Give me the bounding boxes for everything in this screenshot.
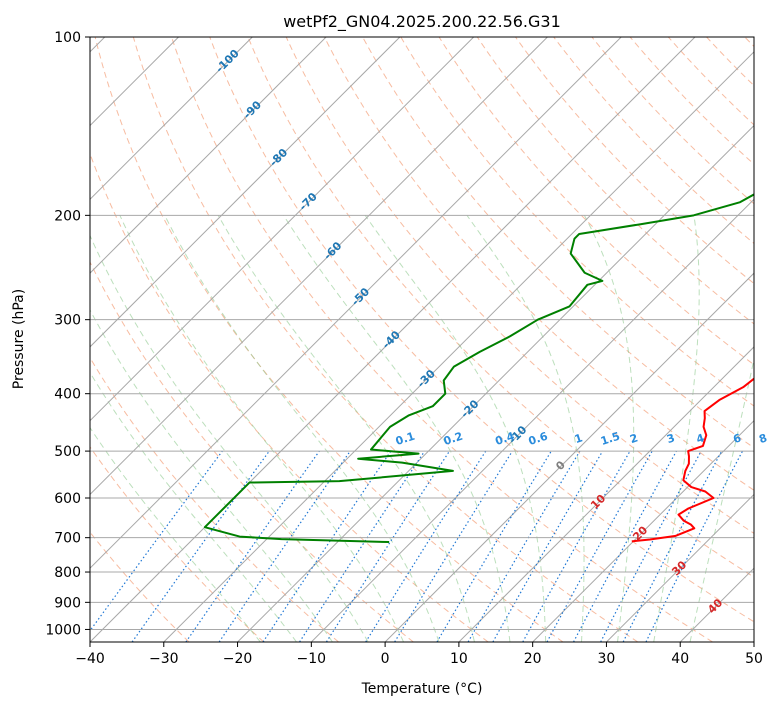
isotherm-line <box>384 272 754 642</box>
mixing-ratio-line <box>645 450 744 642</box>
y-tick-label: 500 <box>54 444 81 460</box>
mixing-ratio-label: 0.6 <box>527 429 550 447</box>
dry-adiabat <box>90 446 265 642</box>
moist-adiabat <box>653 215 700 642</box>
x-tick-label: −10 <box>297 651 327 667</box>
isotherm-line <box>90 37 401 348</box>
y-axis-label: Pressure (hPa) <box>11 289 27 389</box>
mixing-ratio-label: 4 <box>695 431 707 446</box>
isotherm-line <box>90 37 475 422</box>
mixing-ratio-line <box>573 450 677 642</box>
dewpoint-series-line <box>203 193 754 544</box>
dry-adiabat <box>591 37 754 205</box>
y-tick-label: 700 <box>54 531 81 547</box>
y-tick-label: 900 <box>54 595 81 611</box>
x-tick-label: 0 <box>381 651 390 667</box>
moist-adiabat <box>90 371 297 642</box>
mixing-ratio-line <box>262 450 392 642</box>
mixing-ratio-line <box>394 450 513 642</box>
dry-adiabat <box>132 37 639 642</box>
y-tick-label: 100 <box>54 30 81 46</box>
mixing-ratio-label: 0.1 <box>394 430 417 448</box>
temperature-series-line <box>631 377 754 543</box>
dry-adiabat <box>400 37 754 407</box>
dry-adiabat <box>362 37 754 449</box>
series-lines <box>203 193 754 544</box>
mixing-ratio-label: 3 <box>665 431 676 446</box>
moist-adiabat <box>90 234 369 642</box>
moist-adiabat <box>217 215 475 642</box>
mixing-ratio-line <box>218 450 351 642</box>
dry-adiabat <box>247 37 754 578</box>
moist-adiabat <box>466 215 585 642</box>
isotherm-line <box>90 37 696 642</box>
mixing-ratio-line <box>185 450 320 642</box>
y-tick-label: 400 <box>54 387 81 403</box>
moist-adiabat <box>90 426 261 642</box>
mixing-ratio-line <box>131 450 270 642</box>
dry-adiabat <box>171 37 713 642</box>
moist-adiabat <box>364 215 547 642</box>
x-tick-label: 10 <box>450 651 468 667</box>
mixing-ratio-label: 8 <box>757 431 768 446</box>
y-tick-label: 300 <box>54 313 81 329</box>
y-axis-ticks: 100 200 300 400 500 600 700 800 900 1000 <box>45 30 90 638</box>
moist-adiabat <box>583 215 635 642</box>
x-tick-label: −40 <box>75 651 105 667</box>
x-axis-label: Temperature (°C) <box>361 681 483 697</box>
isotherm-line <box>90 37 548 496</box>
x-axis-ticks: −40 −30 −20 −10 0 10 20 30 40 50 <box>75 642 763 667</box>
moist-adiabat <box>283 215 511 642</box>
dry-adiabat <box>90 260 414 642</box>
isotherm-line <box>458 346 754 642</box>
x-tick-label: −20 <box>223 651 253 667</box>
x-tick-label: −30 <box>149 651 179 667</box>
background-lines <box>90 37 754 642</box>
pressure-gridlines <box>90 37 754 630</box>
isotherm-line <box>163 51 754 642</box>
y-tick-label: 600 <box>54 491 81 507</box>
mixing-ratio-line <box>299 450 426 642</box>
dry-adiabat <box>209 37 754 623</box>
moist-adiabat <box>164 215 440 642</box>
mixing-ratio-line <box>325 450 450 642</box>
dry-adiabat <box>553 37 754 245</box>
mixing-ratio-label: 0.2 <box>442 430 465 448</box>
y-tick-label: 1000 <box>45 622 81 638</box>
mixing-ratio-label: 1 <box>573 431 584 446</box>
y-tick-label: 800 <box>54 565 81 581</box>
chart-title: wetPf2_GN04.2025.200.22.56.G31 <box>283 12 561 32</box>
mixing-ratio-line <box>90 450 223 632</box>
mixing-ratio-label: 0.4 <box>494 429 517 447</box>
isotherm-line <box>606 493 754 642</box>
y-tick-label: 200 <box>54 208 81 224</box>
moist-adiabat <box>119 215 405 642</box>
x-tick-label: 50 <box>745 651 763 667</box>
isotherm-line <box>90 37 327 274</box>
isotherm-line <box>310 198 754 642</box>
dry-adiabat <box>438 37 754 366</box>
mixing-ratio-label: 6 <box>732 431 744 446</box>
isotherm-line <box>90 37 622 569</box>
isotherm-line <box>90 37 253 201</box>
mixing-ratio-line <box>522 450 631 642</box>
x-tick-label: 40 <box>671 651 689 667</box>
plot-frame <box>89 36 755 643</box>
moist-adiabat <box>90 308 333 642</box>
x-tick-label: 20 <box>524 651 542 667</box>
mixing-ratio-label: 2 <box>628 431 639 446</box>
mixing-ratio-line <box>546 450 653 642</box>
x-tick-label: 30 <box>598 651 616 667</box>
dry-adiabat <box>285 37 754 534</box>
mixing-ratio-label: 1.5 <box>599 430 622 448</box>
